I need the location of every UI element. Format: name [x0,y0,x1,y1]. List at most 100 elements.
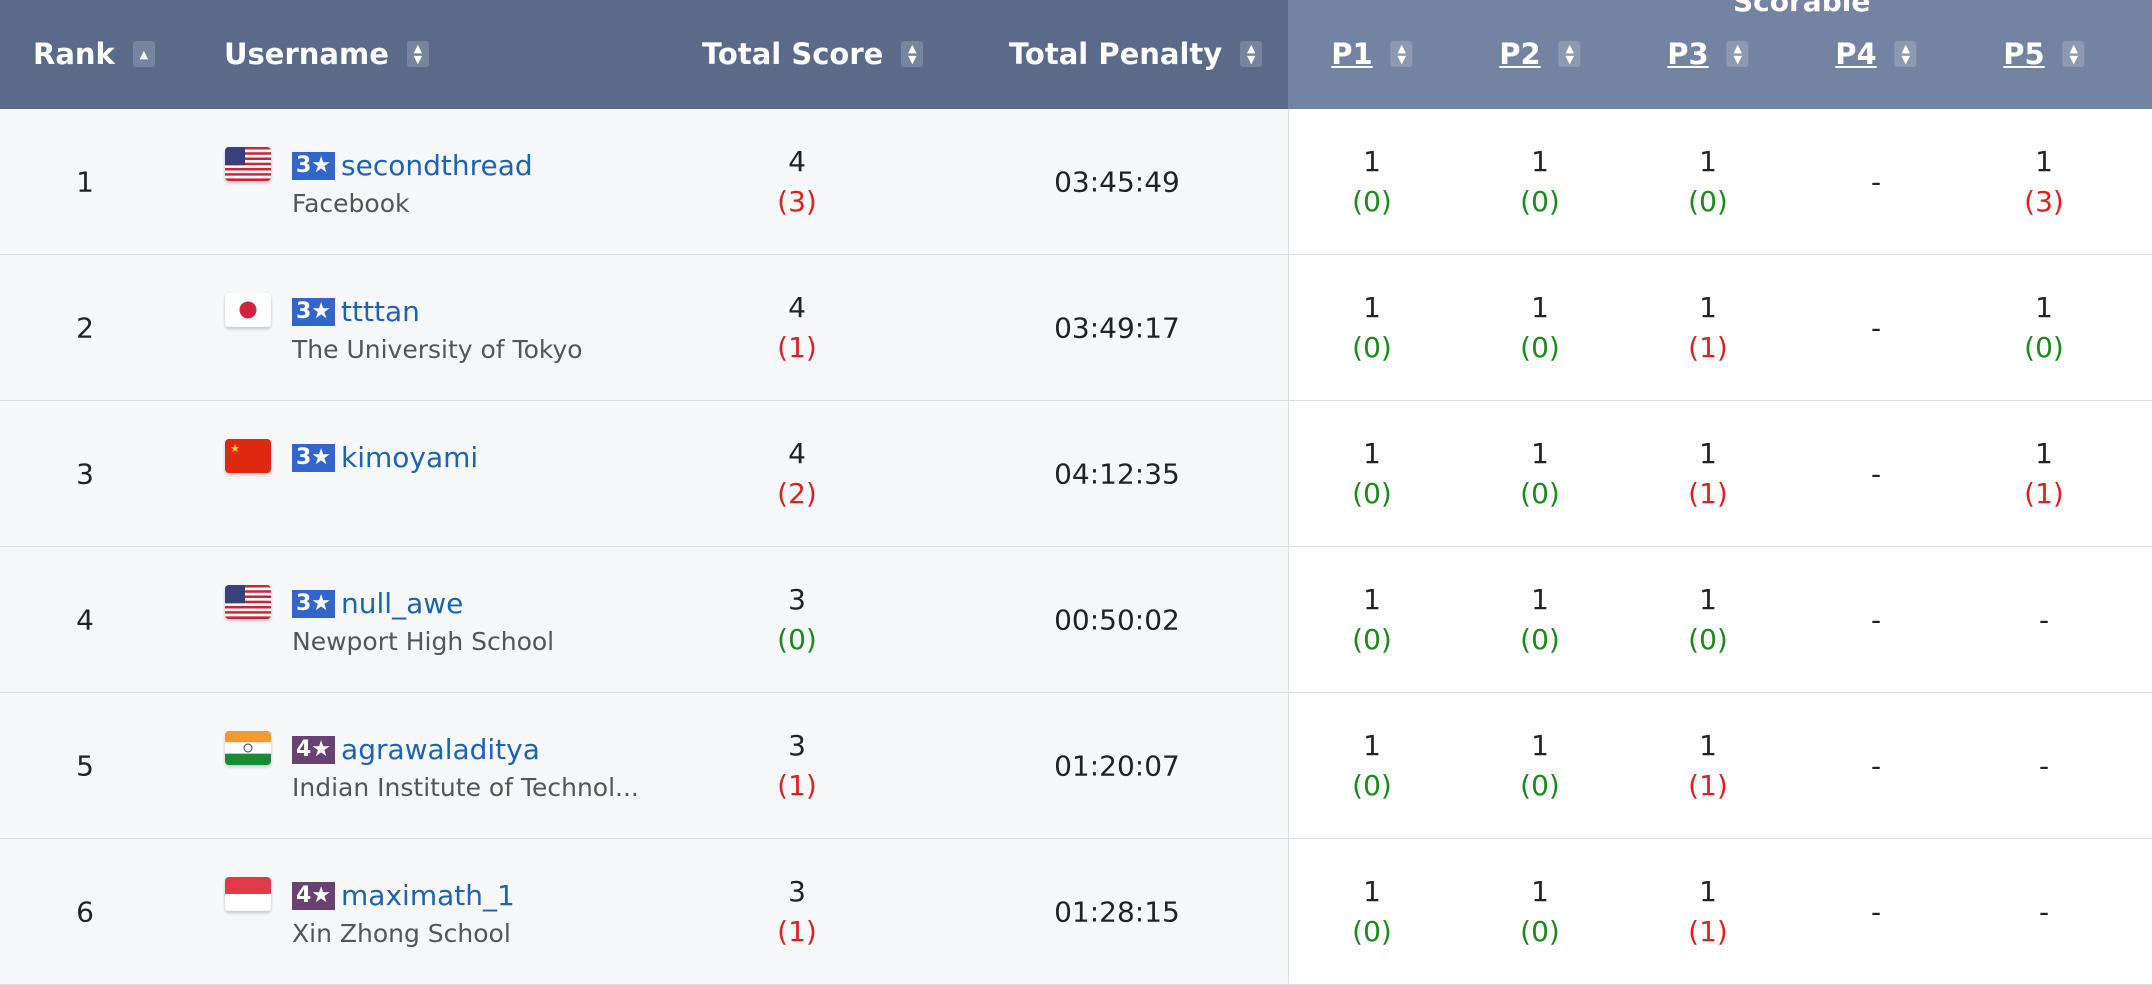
sort-icon[interactable]: ▲ ▼ [901,41,924,67]
institution-label: Xin Zhong School [292,919,511,948]
problem-cells-background [1288,255,2152,400]
table-row: 2 3★ ttttan The University of Tokyo 4 (1… [0,255,2152,401]
problem-score-value: 1 [1531,582,1549,616]
problem-cell-p1: 1 (0) [1352,288,1392,368]
problem-score-value: 1 [1363,582,1381,616]
problem-cell-p5: 1 (3) [2024,142,2064,222]
problem-score-value: 1 [1531,728,1549,762]
user-cell: 3★ kimoyami [292,441,478,474]
username-link[interactable]: secondthread [341,149,533,182]
problem-cell-p2: 1 (0) [1520,580,1560,660]
total-score-cell: 3 (0) [777,580,817,660]
column-header-p2[interactable]: P2 ▲ ▼ [1499,37,1581,71]
username-link[interactable]: kimoyami [341,441,479,474]
problem-cell-p3: 1 (0) [1688,580,1728,660]
total-score-header-label: Total Score [702,37,884,71]
sort-icon[interactable]: ▲ ▼ [1558,41,1581,67]
problem-attempts: (0) [1688,622,1728,656]
problem-link-p4[interactable]: P4 [1835,37,1877,71]
country-flag-icon [225,293,271,327]
problem-score-value: 1 [1363,436,1381,470]
problem-cell-p5: - [2038,895,2050,928]
username-link[interactable]: agrawaladitya [341,733,540,766]
problem-attempts: (1) [1688,768,1728,802]
problem-score-value: 1 [2035,436,2053,470]
user-cell: 4★ agrawaladitya [292,733,540,766]
column-header-p5[interactable]: P5 ▲ ▼ [2003,37,2085,71]
column-header-username[interactable]: Username ▲ ▼ [224,37,429,71]
sort-icon[interactable]: ▲ ▼ [1894,41,1917,67]
problem-cells-background [1288,547,2152,692]
column-header-total-penalty[interactable]: Total Penalty ▲ ▼ [1009,37,1263,71]
sort-icon[interactable]: ▲ ▼ [2062,41,2085,67]
problem-link-p3[interactable]: P3 [1667,37,1709,71]
total-score-attempts: (2) [777,476,817,510]
total-score-attempts: (1) [777,914,817,948]
problem-cell-p1: 1 (0) [1352,726,1392,806]
total-score-cell: 4 (1) [777,288,817,368]
column-header-rank[interactable]: Rank ▲ [33,37,155,71]
problem-cell-p1: 1 (0) [1352,434,1392,514]
column-header-p3[interactable]: P3 ▲ ▼ [1667,37,1749,71]
problem-cells-background [1288,401,2152,546]
country-flag-icon [225,731,271,765]
problem-score-value: 1 [1699,290,1717,324]
problem-score-value: 1 [2035,144,2053,178]
column-header-p4[interactable]: P4 ▲ ▼ [1835,37,1917,71]
total-score-cell: 3 (1) [777,726,817,806]
rank-cell: 1 [76,165,94,198]
problem-cell-p5: 1 (0) [2024,288,2064,368]
problem-link-p1[interactable]: P1 [1331,37,1373,71]
table-row: 1 3★ secondthread Facebook 4 (3) 03:45:4… [0,109,2152,255]
user-cell: 3★ ttttan [292,295,420,328]
institution-label: The University of Tokyo [292,335,583,364]
total-penalty-cell: 01:20:07 [1054,749,1180,782]
problem-score-value: 1 [1363,728,1381,762]
table-row: 4 3★ null_awe Newport High School 3 (0) … [0,547,2152,693]
problem-score-value: 1 [1699,436,1717,470]
problem-header [1288,0,2152,109]
problem-attempts: (0) [1352,184,1392,218]
sort-icon[interactable]: ▲ ▼ [1390,41,1413,67]
ranking-table-body: 1 3★ secondthread Facebook 4 (3) 03:45:4… [0,109,2152,985]
row-background [0,401,1288,546]
total-penalty-cell: 04:12:35 [1054,457,1180,490]
institution-label: Indian Institute of Technol... [292,773,639,802]
username-link[interactable]: null_awe [341,587,464,620]
username-header-label: Username [224,37,389,71]
column-group-label: Scorable [1733,0,1871,18]
row-background [0,839,1288,984]
problem-score-value: 1 [1531,874,1549,908]
sort-icon[interactable]: ▲ ▼ [406,41,429,67]
problem-link-p2[interactable]: P2 [1499,37,1541,71]
sort-icon[interactable]: ▲ ▼ [1726,41,1749,67]
problem-score-value: 1 [1363,290,1381,324]
problem-score-value: 1 [1699,728,1717,762]
total-score-value: 3 [788,874,806,908]
sort-icon[interactable]: ▲ [132,41,155,67]
row-background [0,109,1288,254]
rank-cell: 6 [76,895,94,928]
total-score-attempts: (1) [777,768,817,802]
problem-cell-p4: - [1870,165,1882,198]
username-link[interactable]: maximath_1 [341,879,515,912]
total-score-value: 3 [788,582,806,616]
user-cell: 4★ maximath_1 [292,879,515,912]
row-background [0,693,1288,838]
total-score-value: 3 [788,728,806,762]
column-header-total-score[interactable]: Total Score ▲ ▼ [702,37,924,71]
country-flag-icon [225,585,271,619]
country-flag-icon: ★ [225,439,271,473]
column-header-p1[interactable]: P1 ▲ ▼ [1331,37,1413,71]
total-penalty-cell: 03:45:49 [1054,165,1180,198]
problem-cell-p2: 1 (0) [1520,434,1560,514]
username-link[interactable]: ttttan [341,295,420,328]
sort-icon[interactable]: ▲ ▼ [1240,41,1263,67]
problem-score-value: 1 [1531,436,1549,470]
problem-attempts: (1) [1688,330,1728,364]
problem-cell-p5: 1 (1) [2024,434,2064,514]
problem-link-p5[interactable]: P5 [2003,37,2045,71]
problem-score-value: 1 [1699,582,1717,616]
problem-attempts: (0) [1352,330,1392,364]
problem-attempts: (0) [1520,184,1560,218]
